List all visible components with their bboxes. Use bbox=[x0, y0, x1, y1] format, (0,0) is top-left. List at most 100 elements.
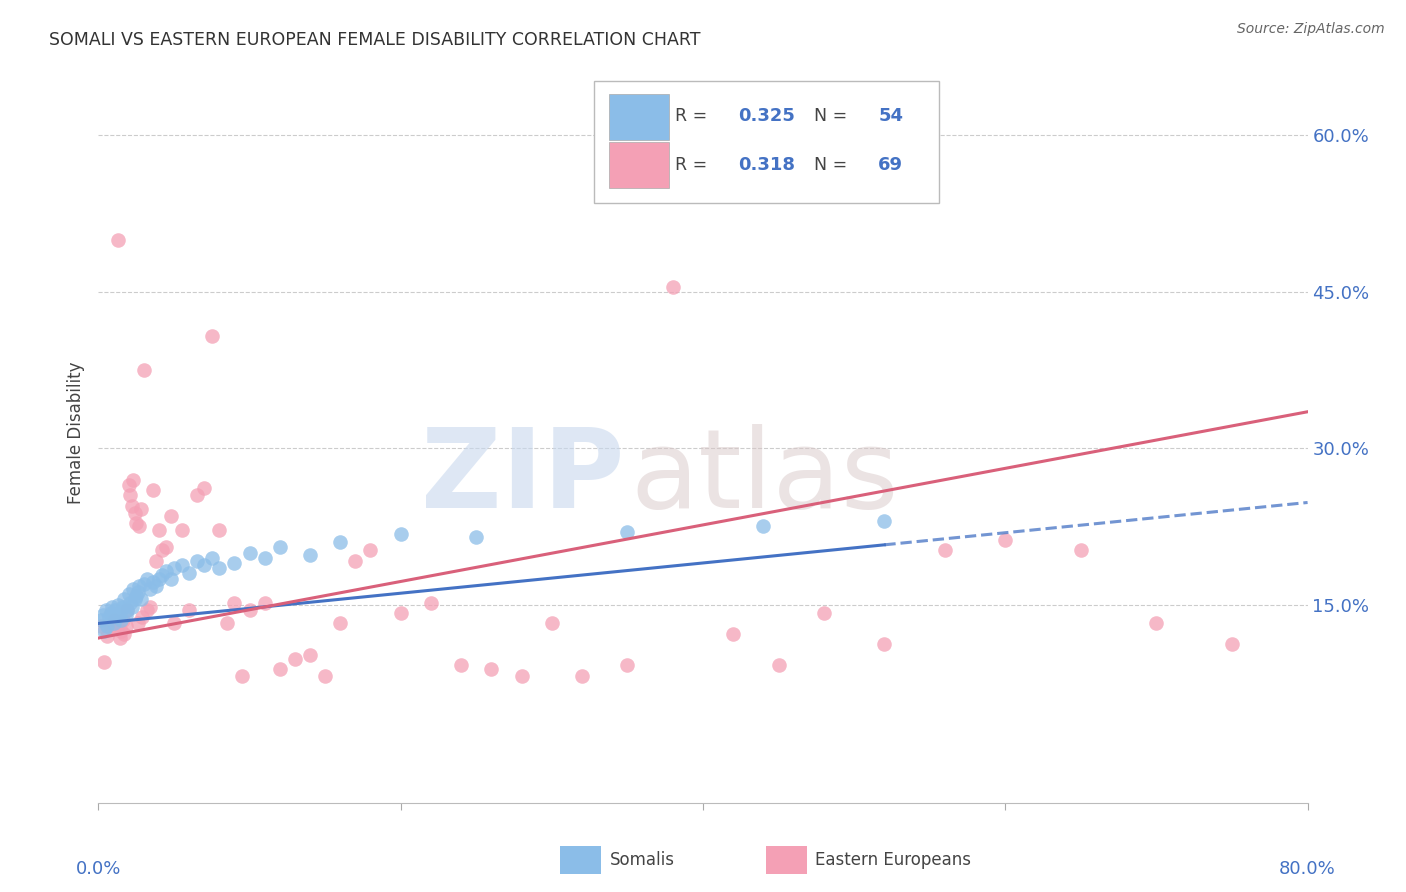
Text: Somalis: Somalis bbox=[610, 851, 675, 869]
Y-axis label: Female Disability: Female Disability bbox=[66, 361, 84, 504]
Point bbox=[118, 587, 141, 601]
Point bbox=[208, 561, 231, 575]
Point bbox=[129, 501, 152, 516]
Point bbox=[111, 599, 134, 614]
Point bbox=[170, 558, 193, 572]
Point bbox=[142, 574, 165, 589]
Point bbox=[122, 473, 145, 487]
Point bbox=[193, 481, 215, 495]
Text: R =: R = bbox=[675, 107, 713, 125]
Point bbox=[450, 658, 472, 673]
Point bbox=[96, 629, 118, 643]
Point bbox=[118, 477, 141, 491]
Text: N =: N = bbox=[814, 107, 853, 125]
Point bbox=[186, 554, 208, 568]
Point bbox=[389, 526, 412, 541]
Point bbox=[269, 662, 291, 676]
Point bbox=[132, 577, 155, 591]
Point bbox=[723, 627, 745, 641]
Point bbox=[201, 550, 224, 565]
Point bbox=[239, 603, 262, 617]
Point bbox=[215, 616, 238, 631]
Point bbox=[299, 648, 322, 662]
Point bbox=[121, 499, 143, 513]
Text: Source: ZipAtlas.com: Source: ZipAtlas.com bbox=[1237, 22, 1385, 37]
Point bbox=[1220, 637, 1243, 651]
Point bbox=[142, 483, 165, 497]
Point bbox=[90, 618, 112, 632]
Point bbox=[122, 582, 145, 596]
Point bbox=[239, 545, 262, 559]
Point bbox=[108, 606, 131, 620]
Point bbox=[101, 599, 124, 614]
Point bbox=[540, 616, 562, 631]
Point bbox=[201, 328, 224, 343]
Point bbox=[389, 606, 412, 620]
Text: SOMALI VS EASTERN EUROPEAN FEMALE DISABILITY CORRELATION CHART: SOMALI VS EASTERN EUROPEAN FEMALE DISABI… bbox=[49, 31, 700, 49]
Point bbox=[752, 519, 775, 533]
Point bbox=[128, 519, 150, 533]
Point bbox=[108, 631, 131, 645]
Point bbox=[253, 596, 276, 610]
Point bbox=[104, 603, 127, 617]
Text: 0.325: 0.325 bbox=[738, 107, 794, 125]
Text: Eastern Europeans: Eastern Europeans bbox=[815, 851, 972, 869]
FancyBboxPatch shape bbox=[595, 81, 939, 203]
Point bbox=[105, 621, 128, 635]
Point bbox=[100, 621, 122, 635]
Point bbox=[360, 543, 382, 558]
Point bbox=[284, 652, 307, 666]
Point bbox=[269, 541, 291, 555]
Point bbox=[120, 488, 142, 502]
Point bbox=[661, 279, 683, 293]
Point bbox=[160, 572, 183, 586]
Point bbox=[616, 524, 638, 539]
Point bbox=[994, 533, 1017, 547]
Point bbox=[114, 608, 136, 623]
Point bbox=[91, 608, 114, 623]
Text: 69: 69 bbox=[879, 155, 903, 174]
Text: N =: N = bbox=[814, 155, 853, 174]
Point bbox=[145, 554, 167, 568]
Text: ZIP: ZIP bbox=[420, 424, 624, 531]
Point bbox=[163, 561, 186, 575]
Point bbox=[139, 599, 162, 614]
Point bbox=[193, 558, 215, 572]
Point bbox=[150, 543, 173, 558]
Text: 54: 54 bbox=[879, 107, 903, 125]
Point bbox=[128, 579, 150, 593]
Point bbox=[93, 655, 115, 669]
FancyBboxPatch shape bbox=[609, 143, 669, 188]
Point bbox=[344, 554, 367, 568]
Point bbox=[873, 514, 896, 528]
Point bbox=[208, 523, 231, 537]
FancyBboxPatch shape bbox=[609, 95, 669, 140]
Point bbox=[186, 488, 208, 502]
Point bbox=[121, 599, 143, 614]
Point bbox=[155, 564, 177, 578]
FancyBboxPatch shape bbox=[561, 846, 602, 874]
Point bbox=[571, 668, 593, 682]
Point bbox=[510, 668, 533, 682]
Point bbox=[160, 509, 183, 524]
Point bbox=[873, 637, 896, 651]
Point bbox=[110, 624, 132, 638]
Point bbox=[224, 556, 246, 570]
Point bbox=[231, 668, 253, 682]
Point bbox=[112, 627, 135, 641]
Point bbox=[813, 606, 835, 620]
Text: R =: R = bbox=[675, 155, 713, 174]
Point bbox=[127, 616, 149, 631]
Point bbox=[110, 613, 132, 627]
Point bbox=[127, 585, 149, 599]
Point bbox=[314, 668, 336, 682]
Point bbox=[124, 592, 146, 607]
Point bbox=[105, 610, 128, 624]
Point bbox=[465, 530, 488, 544]
Point bbox=[163, 616, 186, 631]
Point bbox=[115, 603, 138, 617]
Point bbox=[616, 658, 638, 673]
Point bbox=[253, 550, 276, 565]
Point bbox=[107, 233, 129, 247]
Point bbox=[115, 603, 138, 617]
